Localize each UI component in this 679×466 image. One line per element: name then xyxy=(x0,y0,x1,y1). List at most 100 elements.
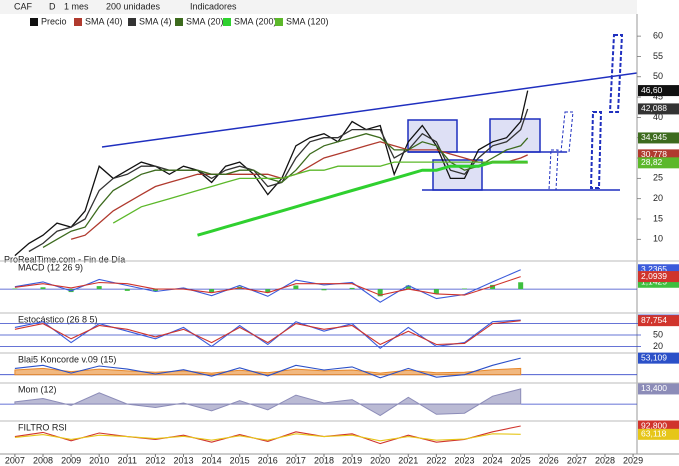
x-tick-label: 2012 xyxy=(145,455,165,465)
legend-label: SMA (120) xyxy=(286,16,329,26)
panel-title: MACD (12 26 9) xyxy=(18,262,83,272)
value-label: 3,2365 xyxy=(641,264,667,274)
legend-swatch xyxy=(175,18,183,26)
line xyxy=(70,141,528,240)
value-label-box xyxy=(638,352,679,364)
line xyxy=(14,90,529,257)
legend-label: SMA (200) xyxy=(234,16,277,26)
box xyxy=(432,159,483,191)
bar xyxy=(405,285,411,290)
legend-swatch xyxy=(223,18,231,26)
y-tick-label: 10 xyxy=(653,234,663,244)
bar xyxy=(349,287,355,290)
line xyxy=(14,320,521,346)
legend-label: SMA (4) xyxy=(139,16,172,26)
bar xyxy=(180,287,186,290)
bar xyxy=(40,287,46,290)
y-tick-label: 50 xyxy=(653,71,663,81)
watermark: ProRealTime.com - Fin de Día xyxy=(4,254,125,264)
value-label-box xyxy=(638,383,679,395)
legend-label: SMA (40) xyxy=(85,16,123,26)
bar xyxy=(265,289,271,293)
x-tick-label: 2022 xyxy=(426,455,446,465)
x-tick-label: 2023 xyxy=(454,455,474,465)
line xyxy=(112,161,528,224)
panel-title: FILTRO RSI xyxy=(18,422,67,432)
x-tick-label: 2016 xyxy=(258,455,278,465)
legend-label: Precio xyxy=(41,16,67,26)
projection xyxy=(548,149,559,191)
legend-swatch xyxy=(30,18,38,26)
x-tick-label: 2021 xyxy=(398,455,418,465)
value-label: 92,800 xyxy=(641,420,667,430)
bar xyxy=(490,284,496,290)
x-tick-label: 2024 xyxy=(483,455,503,465)
projection xyxy=(560,111,574,153)
panel-title: Mom (12) xyxy=(18,384,57,394)
value-label-box xyxy=(638,276,679,288)
value-label-box xyxy=(638,271,679,283)
value-label-box xyxy=(638,103,679,115)
line xyxy=(14,425,521,445)
line xyxy=(14,319,521,350)
panel-title: Blai5 Koncorde v.09 (15) xyxy=(18,354,116,364)
line xyxy=(14,433,521,442)
y-tick-label: 50 xyxy=(653,329,663,339)
x-tick-label: 2029 xyxy=(623,455,643,465)
x-tick-label: 2020 xyxy=(370,455,390,465)
bar xyxy=(461,288,467,290)
value-label: 28,82 xyxy=(641,157,663,167)
x-tick-label: 2010 xyxy=(89,455,109,465)
y-tick-label: 40 xyxy=(653,112,663,122)
value-label-box xyxy=(638,264,679,276)
legend-swatch xyxy=(74,18,82,26)
interval[interactable]: 1 mes xyxy=(64,1,89,11)
x-tick-label: 2026 xyxy=(539,455,559,465)
value-label: 87,754 xyxy=(641,315,667,325)
value-label: 53,109 xyxy=(641,352,667,362)
x-tick-label: 2009 xyxy=(61,455,81,465)
area xyxy=(14,388,522,417)
x-tick-label: 2013 xyxy=(173,455,193,465)
y-tick-label: 60 xyxy=(653,31,663,41)
symbol[interactable]: CAF xyxy=(14,1,33,11)
value-label: 13,400 xyxy=(641,383,667,393)
panel-title: Estocástico (26 8 5) xyxy=(18,314,98,324)
y-tick-label: 20 xyxy=(653,341,663,351)
bar xyxy=(321,289,327,291)
value-label-box xyxy=(638,428,679,440)
x-tick-label: 2019 xyxy=(342,455,362,465)
units[interactable]: 200 unidades xyxy=(106,1,161,11)
bar xyxy=(433,289,439,294)
value-label: 42,088 xyxy=(641,103,667,113)
y-tick-label: 15 xyxy=(653,213,663,223)
legend-swatch xyxy=(275,18,283,26)
x-tick-label: 2018 xyxy=(314,455,334,465)
y-tick-label: 45 xyxy=(653,91,663,101)
bar xyxy=(293,285,299,290)
y-tick-label: 25 xyxy=(653,173,663,183)
value-label-box xyxy=(638,149,679,161)
value-label-box xyxy=(638,420,679,432)
bar xyxy=(209,289,215,293)
trend-line xyxy=(101,72,638,148)
x-tick-label: 2011 xyxy=(118,455,137,465)
x-tick-label: 2027 xyxy=(567,455,587,465)
value-label: 46,60 xyxy=(641,85,663,95)
projection xyxy=(608,34,624,113)
legend-label: SMA (20) xyxy=(186,16,224,26)
legend: Precio SMA (40) SMA (4) SMA (20) SMA (20… xyxy=(30,16,329,26)
indicators[interactable]: Indicadores xyxy=(190,1,237,11)
bar xyxy=(12,288,18,290)
line xyxy=(14,357,521,379)
period[interactable]: D xyxy=(49,1,56,11)
x-tick-label: 2008 xyxy=(33,455,53,465)
bar xyxy=(152,289,158,292)
value-label: 30,778 xyxy=(641,149,667,159)
toolbar xyxy=(0,0,637,14)
line xyxy=(197,160,528,237)
box xyxy=(489,118,541,153)
value-label: 63,118 xyxy=(641,429,667,439)
value-label-box xyxy=(638,315,679,327)
